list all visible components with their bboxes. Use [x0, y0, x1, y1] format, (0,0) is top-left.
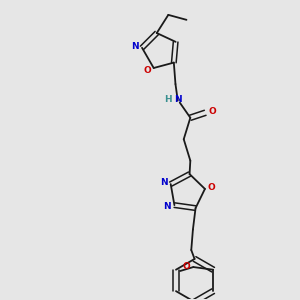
Text: N: N [174, 95, 182, 104]
Text: O: O [208, 183, 215, 192]
Text: H: H [164, 95, 172, 104]
Text: O: O [182, 262, 190, 271]
Text: N: N [160, 178, 167, 187]
Text: N: N [163, 202, 171, 211]
Text: O: O [208, 106, 216, 116]
Text: O: O [144, 66, 152, 75]
Text: N: N [131, 42, 139, 51]
